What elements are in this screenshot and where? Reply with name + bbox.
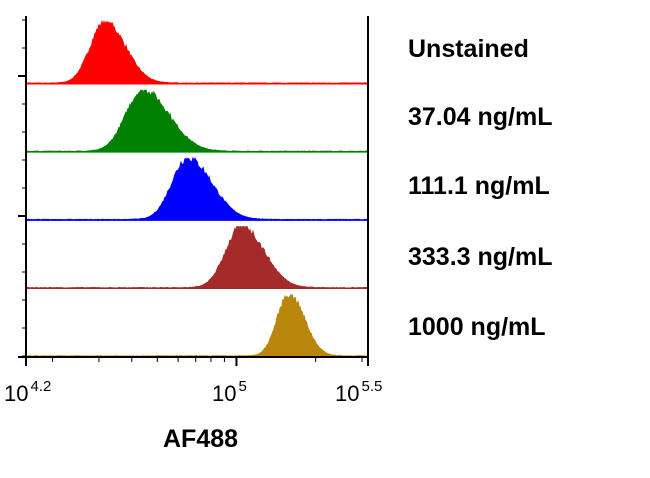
legend-label-0: Unstained <box>408 35 529 63</box>
x-tick-label-1: 10 5 <box>212 378 247 406</box>
histogram-0 <box>25 19 369 85</box>
histogram-4 <box>25 294 369 358</box>
x-tick-label-0: 10 4.2 <box>4 378 52 406</box>
legend-label-2: 111.1 ng/mL <box>408 172 550 200</box>
histogram-3 <box>25 226 369 290</box>
legend-label-1: 37.04 ng/mL <box>408 103 553 131</box>
x-tick-label-2: 10 5.5 <box>335 378 383 406</box>
legend-label-4: 1000 ng/mL <box>408 313 546 341</box>
legend-label-3: 333.3 ng/mL <box>408 243 553 271</box>
histogram-1 <box>25 89 369 153</box>
x-axis-label: AF488 <box>163 425 239 453</box>
histogram-2 <box>25 156 369 221</box>
